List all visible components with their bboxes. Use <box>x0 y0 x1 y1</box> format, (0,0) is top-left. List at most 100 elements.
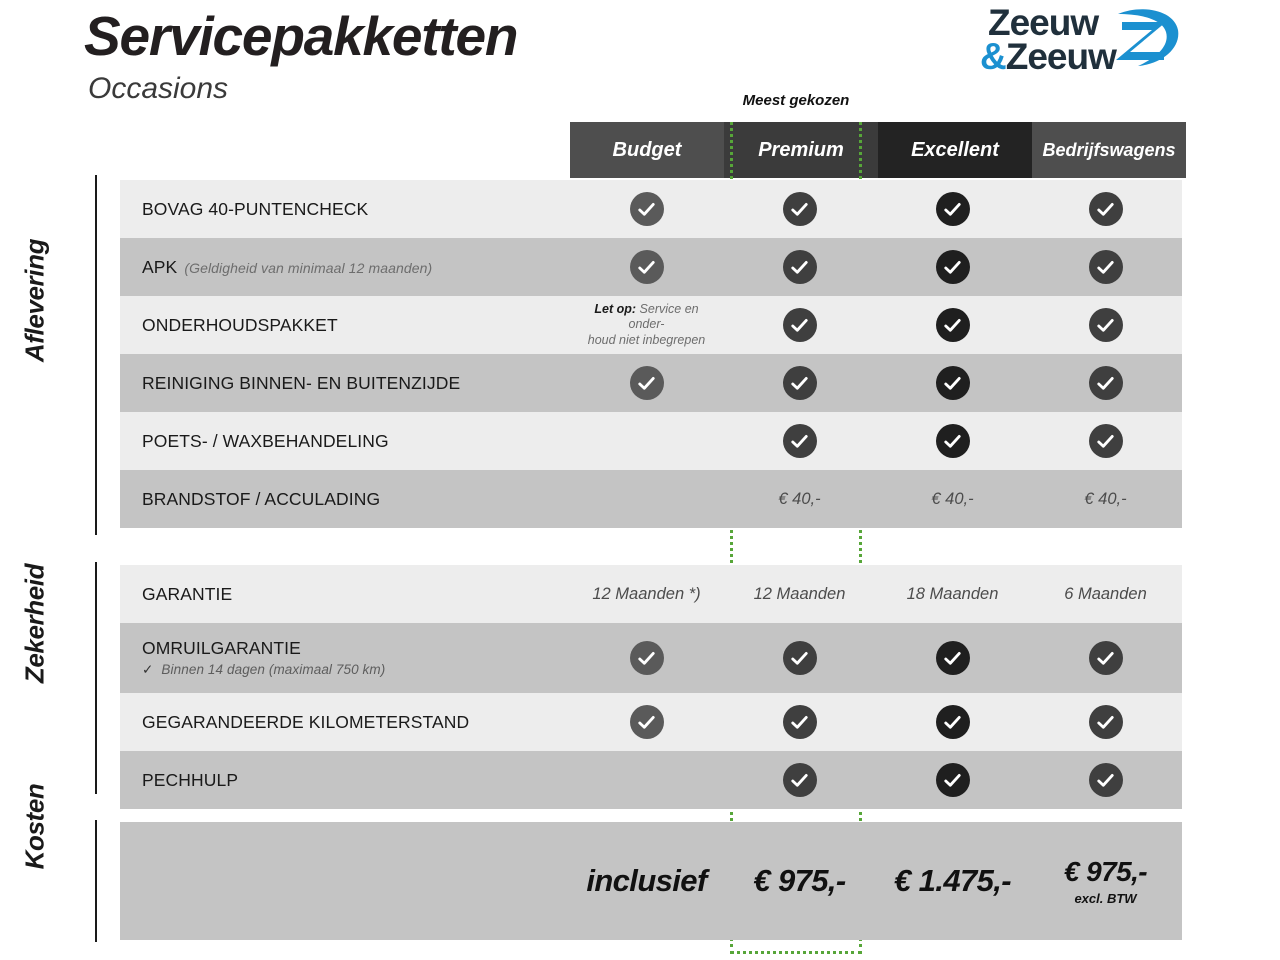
cell-excellent: € 40,- <box>931 489 974 508</box>
table-row: APK (Geldigheid van minimaal 12 maanden) <box>120 238 1182 296</box>
cell-excellent: 18 Maanden <box>906 584 999 603</box>
cell-bedrijfswagens <box>1029 763 1182 797</box>
check-icon <box>1088 192 1123 226</box>
cell-bedrijfswagens <box>1029 641 1182 675</box>
check-icon <box>1088 250 1123 284</box>
row-label-text: ONDERHOUDSPAKKET <box>142 314 338 335</box>
page-subtitle: Occasions <box>88 71 229 105</box>
row-label: GARANTIE <box>120 584 570 605</box>
table-row: PECHHULP <box>120 751 1182 809</box>
section-rule-zekerheid <box>95 562 97 794</box>
cell-excellent <box>876 424 1029 458</box>
header-title-block: Servicepakketten Occasions <box>84 5 518 106</box>
cell-budget <box>570 705 723 739</box>
cell-budget <box>570 366 723 400</box>
footnote-line: Services en Uitdeuken zonder spuiten zij… <box>1212 942 1231 960</box>
row-cells: Let op: Service en onder-houd niet inbeg… <box>570 302 1182 348</box>
check-icon <box>782 424 817 458</box>
check-icon <box>629 192 664 226</box>
cell-premium: 12 Maanden <box>753 584 846 603</box>
check-icon <box>782 763 817 797</box>
row-label-sub: ✓ Binnen 14 dagen (maximaal 750 km) <box>142 662 386 677</box>
check-icon <box>935 250 970 284</box>
logo-line-1: Zeeuw <box>988 2 1099 43</box>
section-rule-aflevering <box>95 175 97 535</box>
row-cells: 12 Maanden *) 12 Maanden 18 Maanden 6 Maand… <box>570 585 1182 604</box>
kosten-price-block: inclusief € 975,- € 1.475,- € 975,- excl… <box>120 822 1182 940</box>
row-label-text: GARANTIE <box>142 583 233 604</box>
column-header-bedrijfswagens[interactable]: Bedrijfswagens <box>1032 122 1186 178</box>
cell-excellent <box>876 641 1029 675</box>
section-zekerheid: GARANTIE 12 Maanden *) 12 Maanden 18 Maande… <box>120 565 1182 809</box>
row-cells <box>570 641 1182 675</box>
check-icon <box>935 192 970 226</box>
column-header-budget[interactable]: Budget <box>570 122 724 178</box>
row-label: GEGARANDEERDE KILOMETERSTAND <box>120 712 570 733</box>
check-icon <box>1088 424 1123 458</box>
price-excellent: € 1.475,- <box>894 863 1012 898</box>
check-icon <box>1088 763 1123 797</box>
cell-bedrijfswagens: 6 Maanden <box>1064 584 1147 603</box>
check-icon <box>782 250 817 284</box>
column-header-premium[interactable]: Premium <box>724 122 878 178</box>
row-label: APK (Geldigheid van minimaal 12 maanden) <box>120 257 570 278</box>
check-icon <box>629 705 664 739</box>
cell-note-budget: Let op: Service en onder-houd niet inbeg… <box>570 302 723 348</box>
check-icon <box>629 250 664 284</box>
kosten-price-cells: inclusief € 975,- € 1.475,- € 975,- excl… <box>120 822 1182 940</box>
cell-budget <box>570 490 723 509</box>
footnote-line: *) 12 maanden garantie is geldig op pers… <box>1249 942 1268 960</box>
row-cells <box>570 763 1182 797</box>
footnote-line: Het Excellent-servicepakket kan uitsluit… <box>1193 942 1212 960</box>
section-label-aflevering: Aflevering <box>19 238 50 363</box>
swoosh-z-icon <box>1116 9 1179 66</box>
section-rule-kosten <box>95 820 97 942</box>
row-label-text: OMRUILGARANTIE <box>142 638 301 658</box>
section-label-zekerheid: Zekerheid <box>19 563 50 684</box>
check-icon <box>935 308 970 342</box>
check-icon <box>935 424 970 458</box>
cell-budget <box>570 250 723 284</box>
check-icon <box>1088 308 1123 342</box>
cell-budget <box>570 641 723 675</box>
check-icon <box>935 366 970 400</box>
cell-excellent <box>876 192 1029 226</box>
table-row: ONDERHOUDSPAKKET Let op: Service en onder… <box>120 296 1182 354</box>
cell-excellent <box>876 302 1029 348</box>
cell-bedrijfswagens <box>1029 366 1182 400</box>
cell-budget <box>570 424 723 458</box>
check-icon <box>782 366 817 400</box>
page-title: Servicepakketten <box>84 5 518 67</box>
check-icon <box>782 308 817 342</box>
check-mark-icon: ✓ <box>142 662 154 677</box>
cell-budget <box>570 763 723 797</box>
price-bedrijfswagens: € 975,- excl. BTW <box>1029 856 1182 906</box>
row-label-text: POETS- / WAXBEHANDELING <box>142 430 389 451</box>
row-label: REINIGING BINNEN- EN BUITENZIJDE <box>120 373 570 394</box>
row-label-text: GEGARANDEERDE KILOMETERSTAND <box>142 711 470 732</box>
table-row: BRANDSTOF / ACCULADING € 40,- € 40,- € 40,- <box>120 470 1182 528</box>
row-label-text: BRANDSTOF / ACCULADING <box>142 488 381 509</box>
check-icon <box>782 641 817 675</box>
cell-excellent <box>876 250 1029 284</box>
cell-bedrijfswagens <box>1029 705 1182 739</box>
check-icon <box>935 641 970 675</box>
cell-bedrijfswagens: € 40,- <box>1084 489 1127 508</box>
row-label-note: (Geldigheid van minimaal 12 maanden) <box>184 259 433 276</box>
cell-bedrijfswagens <box>1029 302 1182 348</box>
price-budget: inclusief <box>586 863 707 898</box>
check-icon <box>935 705 970 739</box>
table-row: OMRUILGARANTIE ✓ Binnen 14 dagen (maximaal… <box>120 623 1182 693</box>
row-label: OMRUILGARANTIE ✓ Binnen 14 dagen (maximaal… <box>120 638 570 678</box>
logo-line-2: &Zeeuw <box>980 38 1180 75</box>
cell-premium <box>723 763 876 797</box>
most-chosen-badge: Meest gekozen <box>730 79 862 122</box>
column-headers: Budget Premium Excellent Bedrijfswagens <box>570 122 1186 178</box>
column-header-excellent[interactable]: Excellent <box>878 122 1032 178</box>
row-label: BOVAG 40-PUNTENCHECK <box>120 199 570 220</box>
table-row: REINIGING BINNEN- EN BUITENZIJDE <box>120 354 1182 412</box>
cell-bedrijfswagens <box>1029 250 1182 284</box>
cell-bedrijfswagens <box>1029 192 1182 226</box>
check-icon <box>782 192 817 226</box>
row-label-text: REINIGING BINNEN- EN BUITENZIJDE <box>142 372 461 393</box>
